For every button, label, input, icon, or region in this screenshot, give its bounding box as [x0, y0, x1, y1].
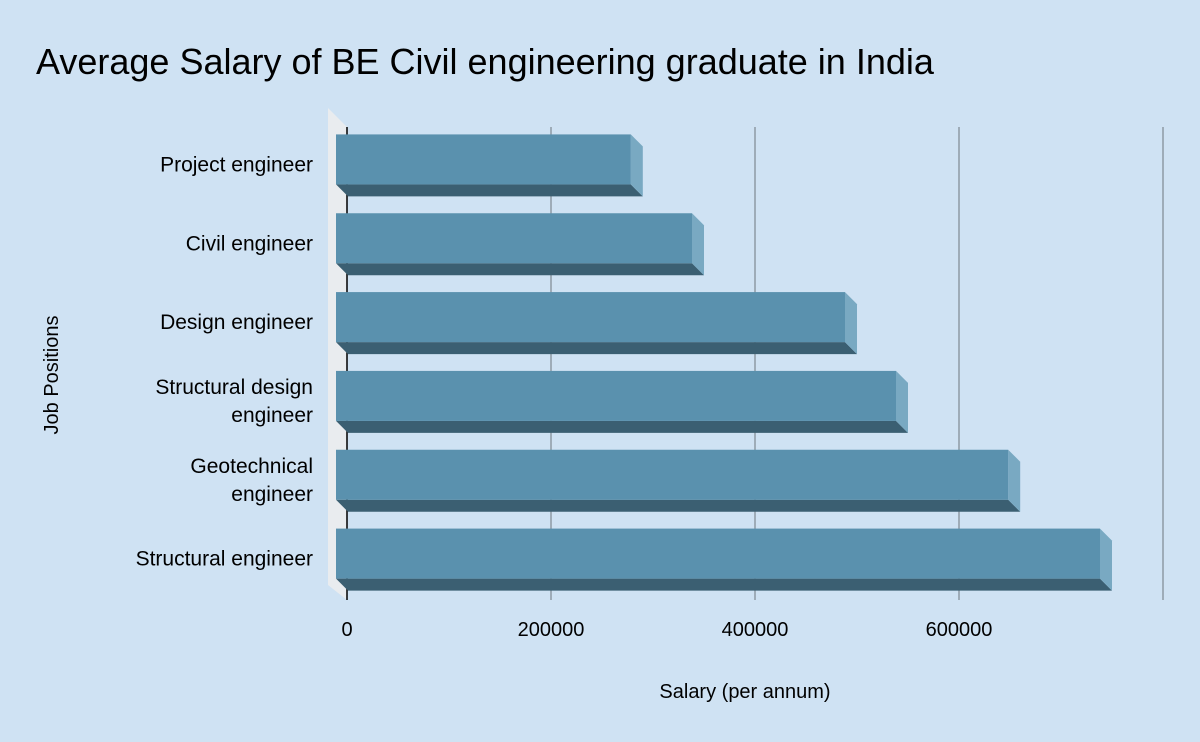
bar-0-bottom	[336, 184, 643, 197]
chart-title: Average Salary of BE Civil engineering g…	[36, 41, 935, 82]
x-tick-label-1: 200000	[518, 619, 585, 641]
bar-2-bottom	[336, 342, 857, 355]
bar-3-front	[336, 370, 896, 421]
x-tick-label-2: 400000	[722, 619, 789, 641]
bar-2-side	[845, 292, 857, 355]
category-label-3-line-0: Structural design	[155, 376, 313, 399]
bar-5-side	[1100, 528, 1112, 591]
y-axis-label: Job Positions	[41, 316, 63, 435]
bar-1	[336, 213, 704, 276]
bar-5-front	[336, 528, 1100, 579]
bar-3	[336, 370, 908, 433]
category-label-0: Project engineer	[160, 153, 313, 176]
x-tick-label-3: 600000	[926, 619, 993, 641]
bar-1-bottom	[336, 263, 704, 276]
bar-5	[336, 528, 1112, 591]
x-tick-label-0: 0	[341, 619, 352, 641]
bar-1-side	[692, 213, 704, 276]
bar-4-bottom	[336, 499, 1021, 512]
category-label-4-line-0: Geotechnical	[190, 455, 313, 478]
bar-0	[336, 134, 643, 197]
category-label-2: Design engineer	[160, 311, 313, 334]
x-axis-label: Salary (per annum)	[659, 681, 830, 703]
category-label-3-line-1: engineer	[231, 404, 313, 427]
bar-4-front	[336, 449, 1009, 500]
category-label-1: Civil engineer	[186, 232, 313, 255]
bar-0-front	[336, 134, 631, 185]
bar-1-front	[336, 213, 692, 264]
bar-5-bottom	[336, 578, 1112, 591]
bar-3-side	[896, 370, 908, 433]
bar-4	[336, 449, 1021, 512]
bar-4-side	[1008, 449, 1021, 512]
category-label-5: Structural engineer	[136, 548, 313, 571]
bar-2-front	[336, 292, 845, 343]
bar-3-bottom	[336, 420, 908, 433]
category-label-4-line-1: engineer	[231, 483, 313, 506]
bar-2	[336, 292, 857, 355]
bar-0-side	[630, 134, 643, 197]
